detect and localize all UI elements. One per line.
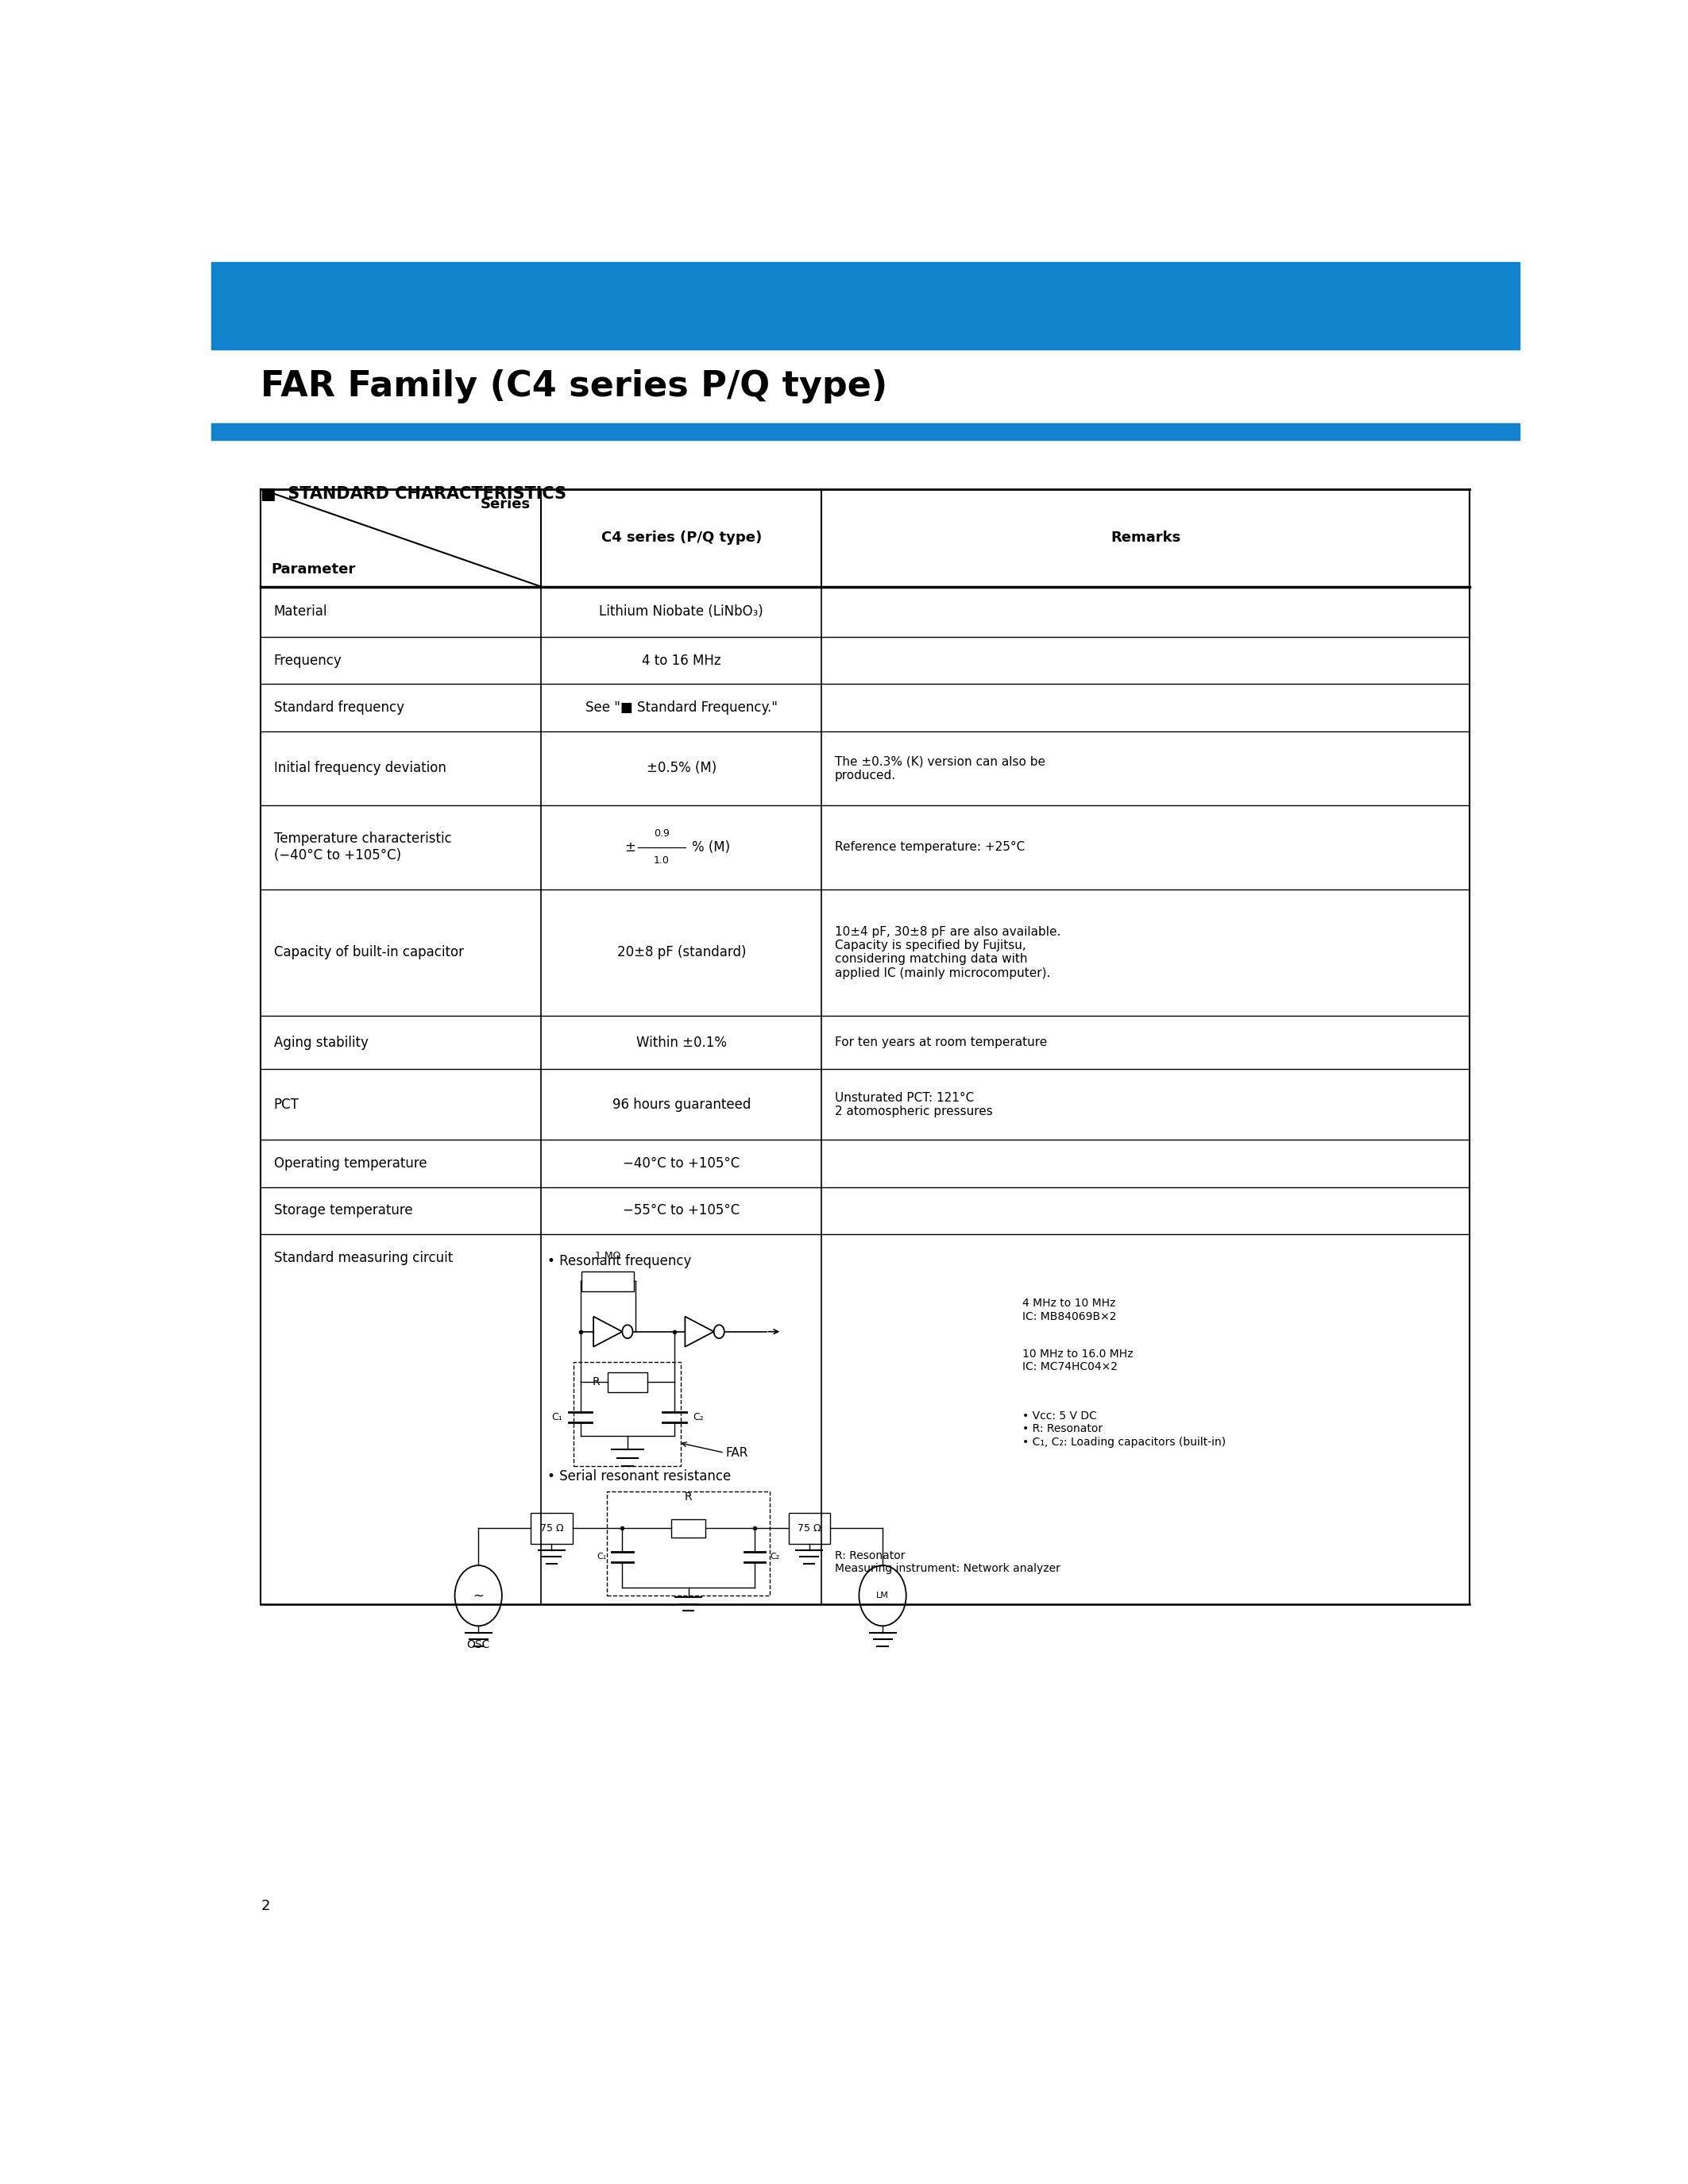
Text: • Vcc: 5 V DC
• R: Resonator
• C₁, C₂: Loading capacitors (built-in): • Vcc: 5 V DC • R: Resonator • C₁, C₂: L…: [1023, 1411, 1225, 1448]
Text: ±: ±: [625, 841, 636, 854]
Bar: [608, 1372, 647, 1391]
Bar: [672, 1520, 706, 1538]
Text: R: Resonator
Measuring instrument: Network analyzer: R: Resonator Measuring instrument: Netwo…: [834, 1551, 1060, 1575]
Text: The ±0.3% (K) version can also be
produced.: The ±0.3% (K) version can also be produc…: [834, 756, 1045, 782]
Text: 4 MHz to 10 MHz
IC: MB84069B×2: 4 MHz to 10 MHz IC: MB84069B×2: [1023, 1297, 1116, 1321]
Text: Parameter: Parameter: [272, 561, 356, 577]
Text: 0.9: 0.9: [653, 828, 670, 839]
Text: Standard frequency: Standard frequency: [273, 701, 403, 714]
Text: • Serial resonant resistance: • Serial resonant resistance: [547, 1470, 731, 1483]
Text: 75 Ω: 75 Ω: [540, 1522, 564, 1533]
Text: 2: 2: [260, 1900, 270, 1913]
Text: C₂: C₂: [770, 1553, 780, 1562]
Text: PCT: PCT: [273, 1096, 299, 1112]
Text: 4 to 16 MHz: 4 to 16 MHz: [641, 653, 721, 668]
Text: 1.0: 1.0: [653, 856, 670, 867]
Text: C₂: C₂: [692, 1413, 704, 1422]
Text: Remarks: Remarks: [1111, 531, 1180, 546]
Text: ■  STANDARD CHARACTERISTICS: ■ STANDARD CHARACTERISTICS: [260, 487, 567, 502]
Bar: [211, 262, 1519, 349]
Text: ±0.5% (M): ±0.5% (M): [647, 760, 716, 775]
Text: R: R: [592, 1376, 599, 1387]
Text: Operating temperature: Operating temperature: [273, 1155, 427, 1171]
Text: Lithium Niobate (LiNbO₃): Lithium Niobate (LiNbO₃): [599, 605, 763, 618]
Text: FAR: FAR: [726, 1446, 748, 1459]
Text: Series: Series: [481, 498, 530, 511]
Text: Frequency: Frequency: [273, 653, 343, 668]
Text: 96 hours guaranteed: 96 hours guaranteed: [613, 1096, 751, 1112]
Text: Capacity of built-in capacitor: Capacity of built-in capacitor: [273, 946, 464, 959]
Bar: [788, 1514, 830, 1544]
Text: 10±4 pF, 30±8 pF are also available.
Capacity is specified by Fujitsu,
consideri: 10±4 pF, 30±8 pF are also available. Cap…: [834, 926, 1060, 978]
Text: Standard measuring circuit: Standard measuring circuit: [273, 1251, 452, 1265]
Bar: [530, 1514, 572, 1544]
Text: % (M): % (M): [692, 841, 729, 854]
Text: 10 MHz to 16.0 MHz
IC: MC74HC04×2: 10 MHz to 16.0 MHz IC: MC74HC04×2: [1023, 1348, 1133, 1372]
Bar: [606, 1492, 770, 1597]
Text: Temperature characteristic
(−40°C to +105°C): Temperature characteristic (−40°C to +10…: [273, 832, 451, 863]
Text: R: R: [685, 1492, 692, 1503]
Text: 75 Ω: 75 Ω: [797, 1522, 820, 1533]
Text: 20±8 pF (standard): 20±8 pF (standard): [616, 946, 746, 959]
Text: ~: ~: [473, 1588, 484, 1603]
Bar: [211, 424, 1519, 441]
Text: C₁: C₁: [598, 1553, 606, 1562]
Text: Reference temperature: +25°C: Reference temperature: +25°C: [834, 841, 1025, 854]
Text: Unsturated PCT: 121°C
2 atomospheric pressures: Unsturated PCT: 121°C 2 atomospheric pre…: [834, 1092, 993, 1118]
Text: Aging stability: Aging stability: [273, 1035, 368, 1051]
Text: 1 MΩ: 1 MΩ: [596, 1251, 621, 1260]
Text: For ten years at room temperature: For ten years at room temperature: [834, 1037, 1047, 1048]
Text: −55°C to +105°C: −55°C to +105°C: [623, 1203, 739, 1219]
Bar: [582, 1271, 635, 1291]
Text: −40°C to +105°C: −40°C to +105°C: [623, 1155, 739, 1171]
Text: FAR Family (C4 series P/Q type): FAR Family (C4 series P/Q type): [260, 369, 888, 404]
Text: C₁: C₁: [552, 1413, 562, 1422]
Text: OSC: OSC: [466, 1640, 490, 1651]
Text: • Resonant frequency: • Resonant frequency: [547, 1254, 692, 1269]
Text: C4 series (P/Q type): C4 series (P/Q type): [601, 531, 761, 546]
Text: LM: LM: [876, 1592, 890, 1599]
Text: Within ±0.1%: Within ±0.1%: [636, 1035, 726, 1051]
Bar: [574, 1363, 682, 1465]
Text: Material: Material: [273, 605, 327, 618]
Text: Storage temperature: Storage temperature: [273, 1203, 412, 1219]
Text: See "■ Standard Frequency.": See "■ Standard Frequency.": [586, 701, 778, 714]
Text: Initial frequency deviation: Initial frequency deviation: [273, 760, 446, 775]
